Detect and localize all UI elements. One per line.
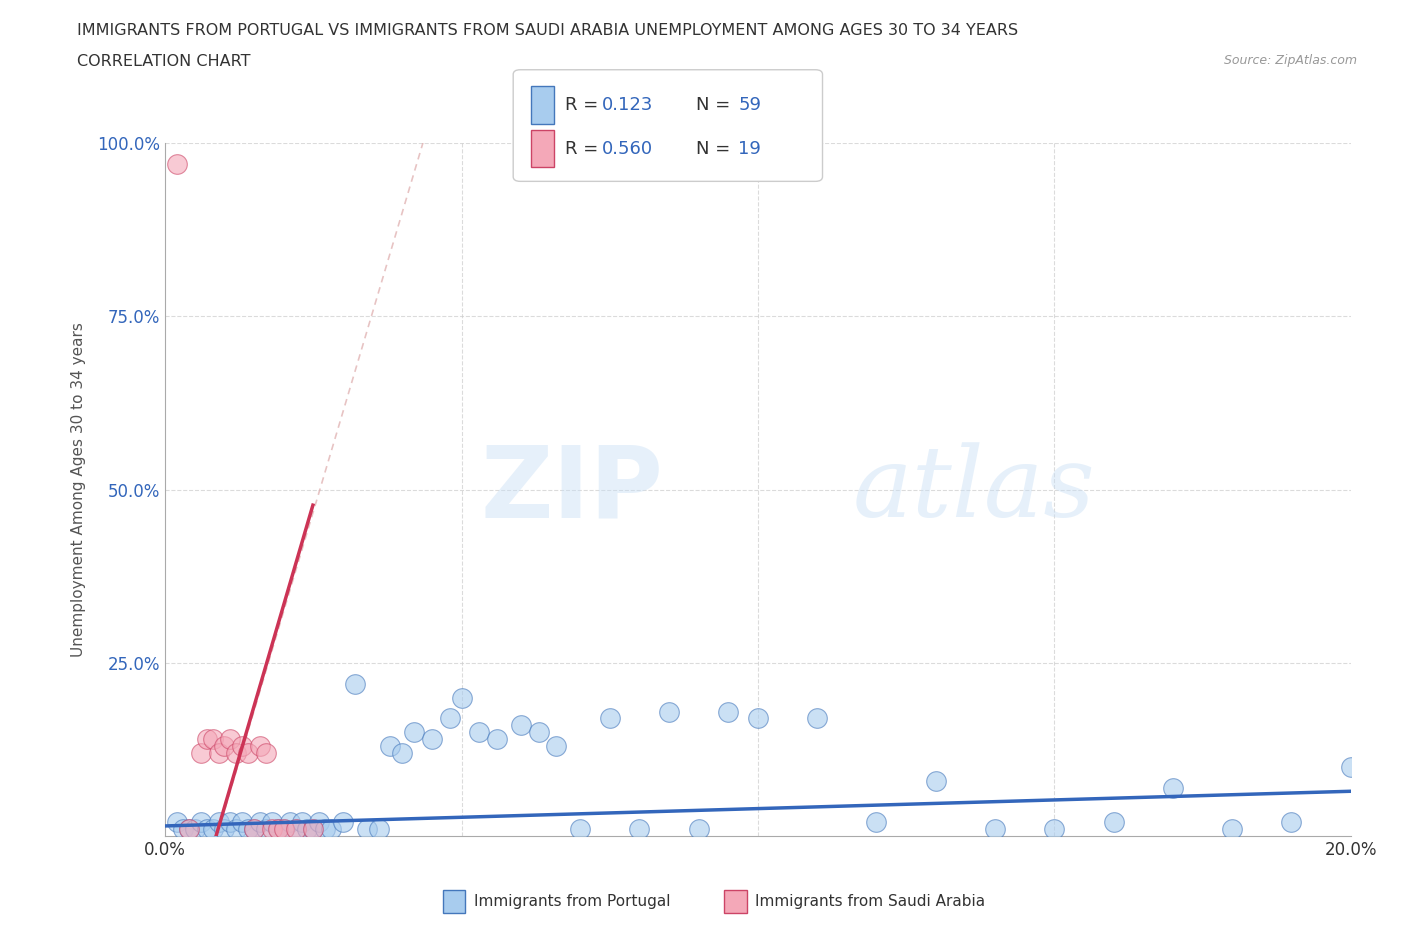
Point bbox=[195, 732, 218, 747]
Point bbox=[249, 815, 271, 830]
Point bbox=[184, 822, 207, 837]
Text: R =: R = bbox=[565, 96, 605, 114]
Point bbox=[172, 822, 194, 837]
Point bbox=[214, 822, 236, 837]
Point bbox=[267, 822, 290, 837]
Point bbox=[806, 711, 828, 726]
Point bbox=[219, 732, 242, 747]
Point bbox=[225, 746, 247, 761]
Point bbox=[238, 822, 260, 837]
Point bbox=[302, 822, 325, 837]
Point bbox=[1340, 760, 1362, 775]
Point bbox=[190, 746, 212, 761]
Point bbox=[177, 822, 200, 837]
Point bbox=[249, 738, 271, 753]
Point bbox=[273, 822, 295, 837]
Point bbox=[367, 822, 389, 837]
Y-axis label: Unemployment Among Ages 30 to 34 years: Unemployment Among Ages 30 to 34 years bbox=[72, 322, 86, 658]
Point bbox=[1220, 822, 1243, 837]
Point bbox=[195, 822, 218, 837]
Text: 19: 19 bbox=[738, 140, 761, 158]
Point bbox=[717, 704, 740, 719]
Point bbox=[314, 822, 336, 837]
Point bbox=[273, 822, 295, 837]
Point bbox=[201, 732, 224, 747]
Point bbox=[658, 704, 681, 719]
Point bbox=[278, 815, 301, 830]
Point bbox=[486, 732, 509, 747]
Text: R =: R = bbox=[565, 140, 605, 158]
Point bbox=[404, 724, 426, 739]
Point bbox=[468, 724, 491, 739]
Text: N =: N = bbox=[696, 96, 735, 114]
Point bbox=[214, 738, 236, 753]
Point bbox=[527, 724, 550, 739]
Text: Immigrants from Portugal: Immigrants from Portugal bbox=[474, 894, 671, 910]
Point bbox=[628, 822, 651, 837]
Point bbox=[925, 774, 948, 789]
Point bbox=[308, 815, 330, 830]
Point bbox=[201, 822, 224, 837]
Point bbox=[1161, 780, 1184, 795]
Point bbox=[260, 815, 283, 830]
Point bbox=[267, 822, 290, 837]
Text: 59: 59 bbox=[738, 96, 761, 114]
Point bbox=[450, 690, 472, 705]
Point bbox=[302, 822, 325, 837]
Text: 0.123: 0.123 bbox=[602, 96, 654, 114]
Point bbox=[260, 822, 283, 837]
Point bbox=[207, 815, 229, 830]
Point bbox=[865, 815, 887, 830]
Point bbox=[231, 815, 253, 830]
Point bbox=[984, 822, 1007, 837]
Point bbox=[569, 822, 592, 837]
Point bbox=[207, 746, 229, 761]
Point bbox=[166, 815, 188, 830]
Point bbox=[356, 822, 378, 837]
Point bbox=[284, 822, 307, 837]
Point bbox=[284, 822, 307, 837]
Point bbox=[688, 822, 710, 837]
Point bbox=[177, 822, 200, 837]
Point bbox=[380, 738, 402, 753]
Text: 0.560: 0.560 bbox=[602, 140, 652, 158]
Text: N =: N = bbox=[696, 140, 735, 158]
Point bbox=[391, 746, 413, 761]
Text: ZIP: ZIP bbox=[481, 441, 664, 538]
Point bbox=[219, 815, 242, 830]
Point bbox=[297, 822, 319, 837]
Point bbox=[1281, 815, 1303, 830]
Point bbox=[321, 822, 343, 837]
Point bbox=[439, 711, 461, 726]
Point bbox=[546, 738, 568, 753]
Text: atlas: atlas bbox=[853, 442, 1095, 538]
Point bbox=[231, 738, 253, 753]
Point bbox=[509, 718, 531, 733]
Point bbox=[243, 822, 266, 837]
Text: CORRELATION CHART: CORRELATION CHART bbox=[77, 54, 250, 69]
Point bbox=[332, 815, 354, 830]
Text: Source: ZipAtlas.com: Source: ZipAtlas.com bbox=[1223, 54, 1357, 67]
Point bbox=[190, 815, 212, 830]
Point bbox=[238, 746, 260, 761]
Text: Immigrants from Saudi Arabia: Immigrants from Saudi Arabia bbox=[755, 894, 986, 910]
Point bbox=[599, 711, 621, 726]
Point bbox=[1043, 822, 1066, 837]
Point bbox=[1102, 815, 1125, 830]
Point bbox=[166, 156, 188, 171]
Point bbox=[290, 815, 312, 830]
Point bbox=[747, 711, 769, 726]
Point bbox=[254, 822, 277, 837]
Point bbox=[343, 676, 366, 691]
Point bbox=[254, 746, 277, 761]
Text: IMMIGRANTS FROM PORTUGAL VS IMMIGRANTS FROM SAUDI ARABIA UNEMPLOYMENT AMONG AGES: IMMIGRANTS FROM PORTUGAL VS IMMIGRANTS F… bbox=[77, 23, 1018, 38]
Point bbox=[243, 822, 266, 837]
Point bbox=[420, 732, 443, 747]
Point bbox=[225, 822, 247, 837]
